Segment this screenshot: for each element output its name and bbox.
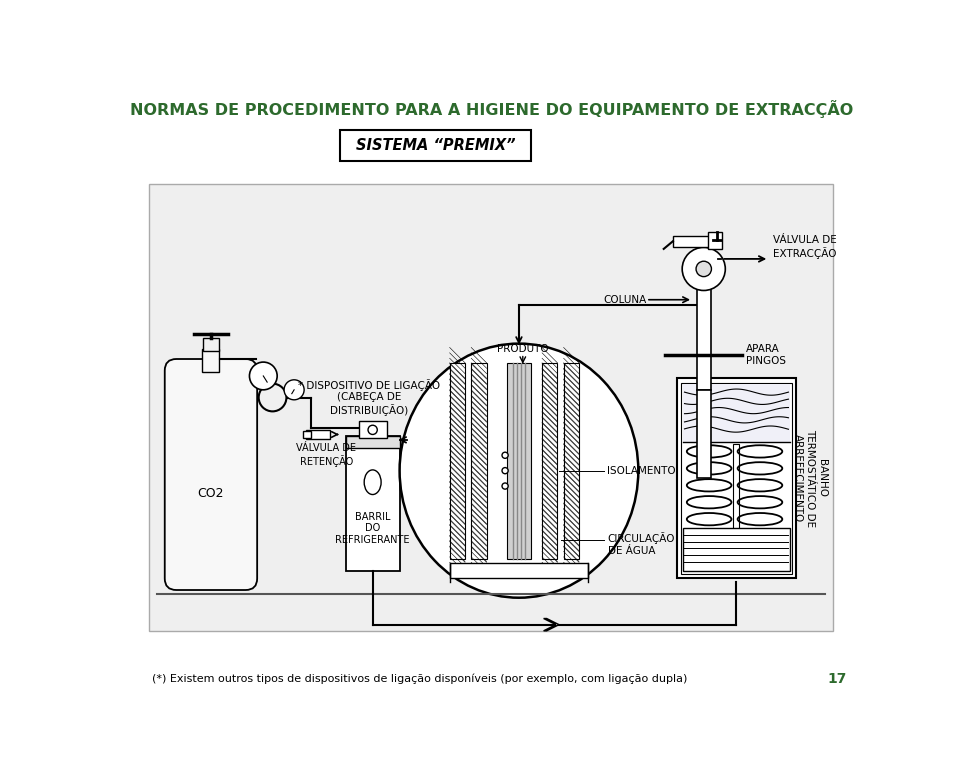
Bar [346,436,399,447]
Bar [303,430,311,438]
Bar [697,255,710,390]
Text: VÁLVULA DE
EXTRACÇÃO: VÁLVULA DE EXTRACÇÃO [773,236,837,259]
Text: CIRCULAÇÃO
DE ÁGUA: CIRCULAÇÃO DE ÁGUA [608,532,675,555]
Circle shape [696,261,711,277]
Circle shape [258,384,286,412]
Bar [683,384,790,442]
Ellipse shape [399,344,638,598]
Text: COLUNA: COLUNA [604,295,647,305]
Text: NORMAS DE PROCEDIMENTO PARA A HIGIENE DO EQUIPAMENTO DE EXTRACÇÃO: NORMAS DE PROCEDIMENTO PARA A HIGIENE DO… [131,100,853,117]
Text: BANHO
TERMOSTÁTICO DE
ARREFECIMENTO: BANHO TERMOSTÁTICO DE ARREFECIMENTO [793,429,827,527]
Bar [697,390,710,478]
Bar [682,383,792,574]
Text: 17: 17 [828,671,847,685]
Text: APARA
PINGOS: APARA PINGOS [746,345,786,366]
Bar [708,232,722,249]
Bar [150,184,833,631]
Circle shape [683,247,726,290]
Bar [449,363,465,559]
Text: BARRIL
DO
REFRIGERANTE: BARRIL DO REFRIGERANTE [335,512,410,545]
Bar [564,363,579,559]
Text: (*) Existem outros tipos de dispositivos de ligação disponíveis (por exemplo, co: (*) Existem outros tipos de dispositivos… [152,673,687,684]
Polygon shape [543,619,559,631]
Bar [471,363,487,559]
Circle shape [502,483,508,489]
Bar [359,421,387,437]
Bar [733,443,739,536]
Text: PRODUTO: PRODUTO [497,344,548,354]
Bar [542,363,558,559]
Bar [677,378,796,579]
Bar [306,430,329,439]
Polygon shape [673,236,711,247]
Circle shape [502,452,508,458]
Bar [203,349,220,372]
Text: SISTEMA “PREMIX”: SISTEMA “PREMIX” [356,138,516,153]
Bar [507,363,531,559]
Bar [683,528,790,571]
FancyBboxPatch shape [165,359,257,590]
Circle shape [250,362,277,390]
Text: CO2: CO2 [198,487,225,500]
Bar [449,563,588,579]
Bar [340,131,531,161]
Circle shape [502,468,508,474]
Text: * DISPOSITIVO DE LIGAÇÃO
(CABEÇA DE
DISTRIBUIÇÃO): * DISPOSITIVO DE LIGAÇÃO (CABEÇA DE DIST… [298,379,440,416]
Text: VÁLVULA DE
RETENÇÃO: VÁLVULA DE RETENÇÃO [297,443,356,468]
Text: ISOLAMENTO: ISOLAMENTO [608,466,676,475]
Ellipse shape [364,470,381,495]
Bar [346,436,399,571]
Circle shape [368,426,377,434]
Circle shape [284,380,304,400]
Bar [204,338,219,351]
